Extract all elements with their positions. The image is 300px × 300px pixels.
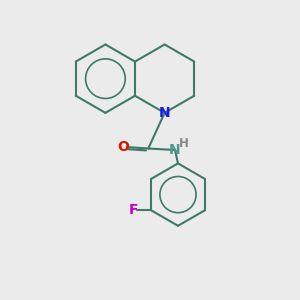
Text: H: H	[178, 137, 188, 150]
Text: F: F	[129, 203, 139, 217]
Text: N: N	[169, 143, 181, 157]
Text: N: N	[159, 106, 170, 120]
Text: O: O	[117, 140, 129, 154]
